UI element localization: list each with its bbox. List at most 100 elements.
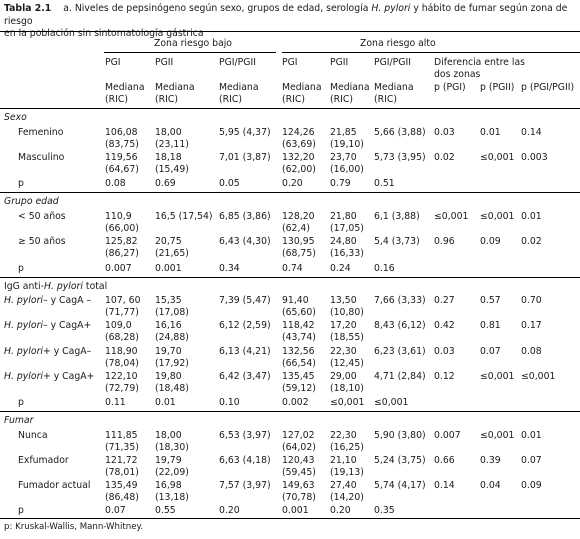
table-cell: 23,70 (16,00): [330, 152, 364, 175]
table-cell: ≤0,001: [480, 371, 515, 382]
section-rule: [0, 277, 580, 278]
table-cell: 0.08: [105, 178, 126, 189]
table-cell: 0.20: [330, 505, 351, 516]
table-cell: 16,16 (24,88): [155, 320, 189, 343]
table-cell: 16,98 (13,18): [155, 480, 189, 503]
row-label: Femenino: [18, 127, 64, 138]
table-cell: 0.08: [521, 346, 542, 357]
table-cell: 7,66 (3,33): [374, 295, 426, 306]
table-cell: 130,95 (68,75): [282, 236, 316, 259]
section-edad: Grupo edad: [4, 196, 59, 207]
caption-species: H. pylori: [371, 3, 411, 14]
table-cell: 0.17: [521, 320, 542, 331]
table-cell: 0.07: [105, 505, 126, 516]
table-cell: 118,90 (78,04): [105, 346, 139, 369]
table-cell: ≤0,001: [374, 397, 409, 408]
table-cell: 0.20: [219, 505, 240, 516]
caption-label: Tabla 2.1: [4, 3, 52, 14]
table-cell: 132,20 (62,00): [282, 152, 316, 175]
table-cell: 0.74: [282, 263, 303, 274]
table-cell: 24,80 (16,33): [330, 236, 364, 259]
table-cell: 0.39: [480, 455, 501, 466]
table-cell: 125,82 (86,27): [105, 236, 139, 259]
stat-label: Mediana (RIC): [219, 82, 259, 105]
table-cell: 5,74 (4,17): [374, 480, 426, 491]
table-caption: Tabla 2.1 a. Niveles de pepsinógeno según…: [4, 3, 578, 41]
col-pgi-high: PGI: [282, 57, 298, 68]
row-label: H. pylori+ y CagA+: [4, 371, 95, 382]
header-rule: [0, 108, 580, 109]
table-cell: 0.09: [521, 480, 542, 491]
table-cell: 0.07: [480, 346, 501, 357]
table-cell: 5,73 (3,95): [374, 152, 426, 163]
table-cell: 18,00 (18,30): [155, 430, 189, 453]
table-cell: 118,42 (43,74): [282, 320, 316, 343]
diff-label-2: dos zonas: [434, 69, 481, 80]
table-cell: ≤0,001: [480, 211, 515, 222]
table-cell: 124,26 (63,69): [282, 127, 316, 150]
stat-label: Mediana (RIC): [282, 82, 322, 105]
table-cell: 19,70 (17,92): [155, 346, 189, 369]
table-cell: 0.66: [434, 455, 455, 466]
table-cell: ≤0,001: [480, 152, 515, 163]
zone-low-rule: [104, 52, 276, 53]
table-cell: 0.11: [105, 397, 126, 408]
row-label: H. pylori– y CagA+: [4, 320, 92, 331]
row-label: Masculino: [18, 152, 65, 163]
table-cell: 6,23 (3,61): [374, 346, 426, 357]
table-cell: 0.02: [434, 152, 455, 163]
table-cell: 16,5 (17,54): [155, 211, 213, 222]
footnote: p: Kruskal-Wallis, Mann-Whitney.: [4, 522, 144, 532]
table-cell: 107, 60 (71,77): [105, 295, 141, 318]
table-cell: 0.79: [330, 178, 351, 189]
table-cell: 120,43 (59,45): [282, 455, 316, 478]
table-cell: 0.03: [434, 346, 455, 357]
table-cell: 6,53 (3,97): [219, 430, 271, 441]
row-label: H. pylori+ y CagA–: [4, 346, 92, 357]
table-cell: 0.002: [282, 397, 309, 408]
table-cell: 6,63 (4,18): [219, 455, 271, 466]
table-cell: 0.05: [219, 178, 240, 189]
table-cell: 0.02: [521, 236, 542, 247]
table-cell: ≤0,001: [330, 397, 365, 408]
table-cell: 132,56 (66,54): [282, 346, 316, 369]
table-cell: 5,95 (4,37): [219, 127, 271, 138]
zone-high-header: Zona riesgo alto: [360, 38, 436, 49]
table-cell: 0.14: [521, 127, 542, 138]
table-cell: ≤0,001: [434, 211, 469, 222]
table-cell: 135,45 (59,12): [282, 371, 316, 394]
caption-text-a: a. Niveles de pepsinógeno según sexo, gr…: [63, 3, 372, 14]
table-cell: 8,43 (6,12): [374, 320, 426, 331]
table-cell: 29,00 (18,10): [330, 371, 364, 394]
table-cell: 20,75 (21,65): [155, 236, 189, 259]
p-col-pgi: p (PGI): [434, 82, 466, 93]
table-cell: 0.01: [521, 211, 542, 222]
table-cell: 119,56 (64,67): [105, 152, 139, 175]
row-label: Nunca: [18, 430, 48, 441]
row-label: p: [18, 397, 24, 408]
table-cell: 0.07: [521, 455, 542, 466]
table-cell: ≤0,001: [521, 371, 556, 382]
table-cell: 0.03: [434, 127, 455, 138]
table-cell: 0.001: [155, 263, 182, 274]
zone-high-rule: [282, 52, 580, 53]
table-cell: 22,30 (16,25): [330, 430, 364, 453]
table-cell: 110,9 (66,00): [105, 211, 139, 234]
table-cell: 0.70: [521, 295, 542, 306]
table-cell: 0.007: [105, 263, 132, 274]
table-cell: 0.42: [434, 320, 455, 331]
table-cell: 5,90 (3,80): [374, 430, 426, 441]
table-cell: 111,85 (71,35): [105, 430, 139, 453]
table-cell: 0.57: [480, 295, 501, 306]
table-cell: 0.001: [282, 505, 309, 516]
table-cell: 6,43 (4,30): [219, 236, 271, 247]
table-cell: 19,80 (18,48): [155, 371, 189, 394]
table-cell: 0.20: [282, 178, 303, 189]
table-cell: 0.24: [330, 263, 351, 274]
table-cell: 21,85 (19,10): [330, 127, 364, 150]
caption-line2: en la población sin sintomatología gástr…: [4, 28, 204, 39]
table-cell: 0.09: [480, 236, 501, 247]
table-cell: 5,24 (3,75): [374, 455, 426, 466]
table-cell: 0.007: [434, 430, 461, 441]
